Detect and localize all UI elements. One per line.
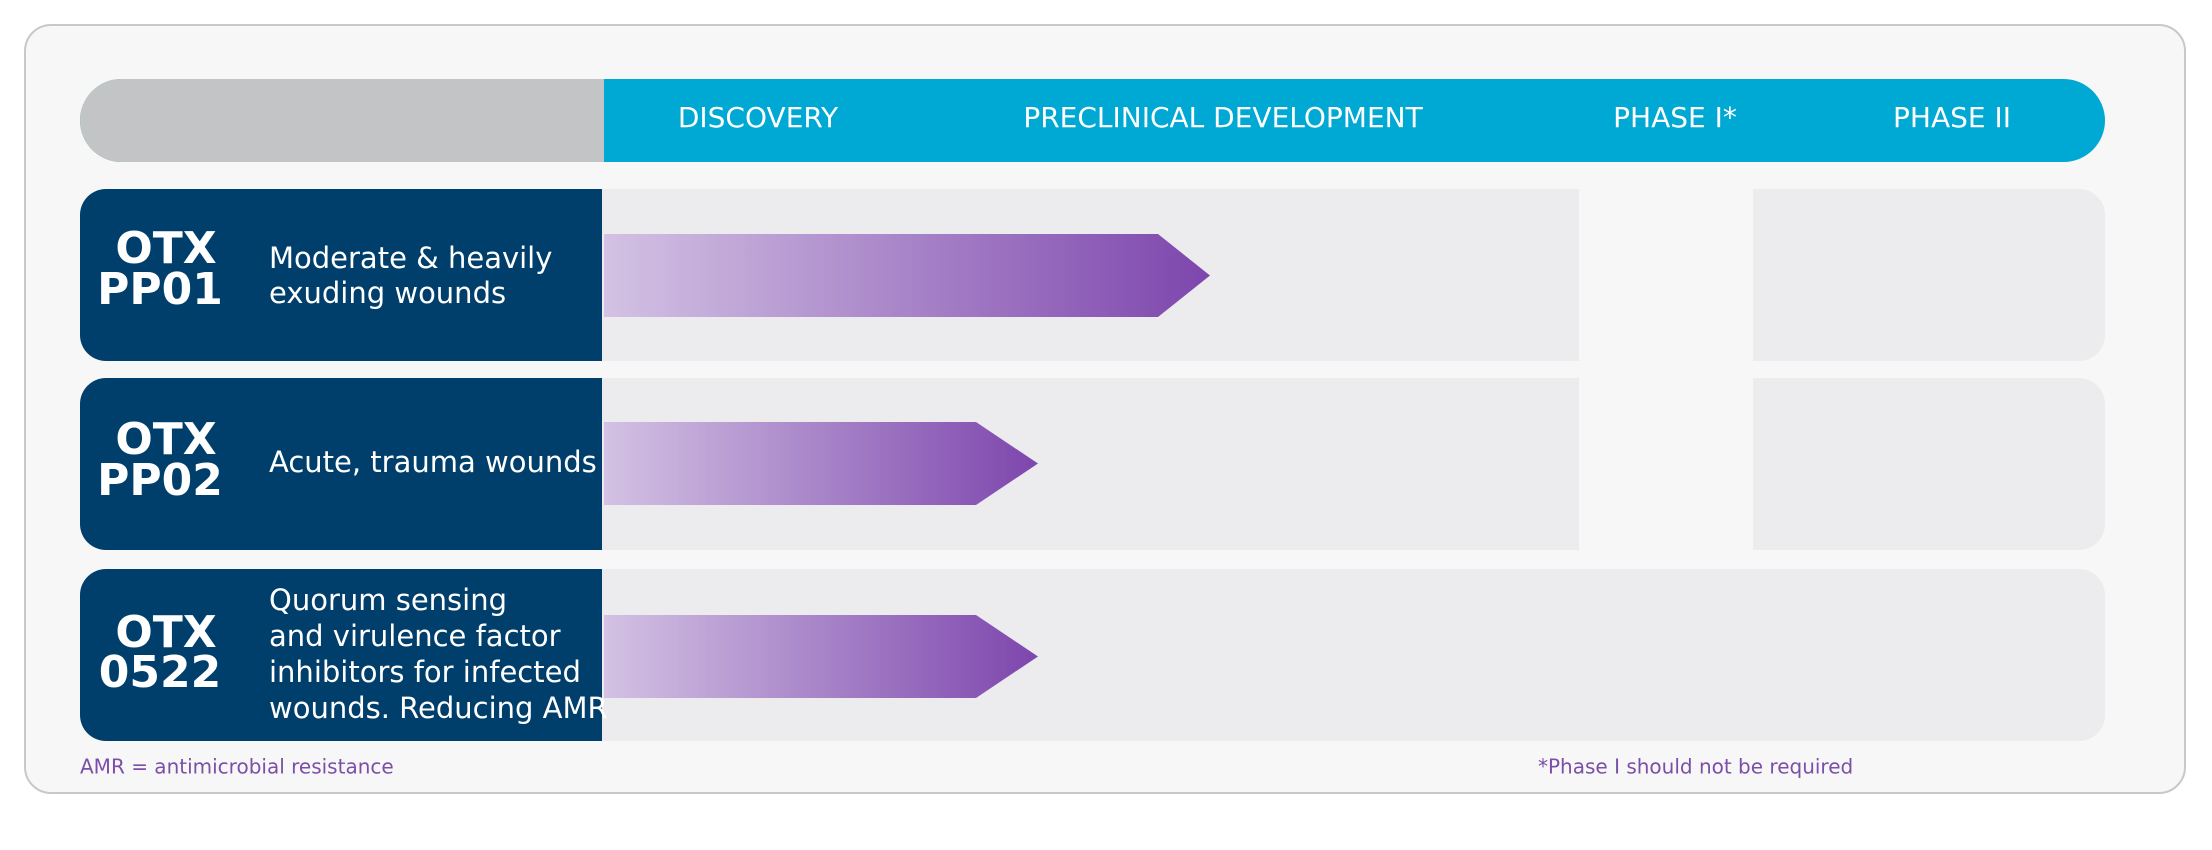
program-box (80, 189, 602, 361)
phase-gap (1579, 378, 1753, 550)
program-code: OTX (115, 414, 216, 465)
program-code: 0522 (99, 647, 221, 698)
program-row: OTX PP01 Moderate & heavily exuding woun… (80, 189, 2105, 361)
program-row: OTX PP02 Acute, trauma wounds (80, 378, 2105, 550)
progress-arrow (604, 234, 1210, 317)
program-description: Acute, trauma wounds (269, 445, 597, 479)
phase-label: DISCOVERY (678, 101, 839, 134)
program-description: Moderate & heavily (269, 241, 552, 275)
program-code: PP01 (97, 264, 223, 315)
program-description: exuding wounds (269, 276, 506, 310)
progress-arrow (604, 615, 1038, 698)
footnote: *Phase I should not be required (1538, 755, 1853, 779)
phase-gap (1579, 189, 1753, 361)
phase-label: PRECLINICAL DEVELOPMENT (1023, 101, 1423, 134)
phase-label: PHASE II (1893, 101, 2011, 134)
progress-arrow (604, 422, 1038, 505)
program-description: Quorum sensing (269, 583, 507, 617)
program-box (80, 378, 602, 550)
program-code: OTX (115, 223, 216, 274)
program-description: wounds. Reducing AMR (269, 691, 608, 725)
program-row: OTX 0522 Quorum sensing and virulence fa… (80, 569, 2105, 741)
footnote: AMR = antimicrobial resistance (80, 755, 394, 779)
program-code: OTX (115, 607, 216, 658)
program-description: and virulence factor (269, 619, 561, 653)
program-description: inhibitors for infected (269, 655, 581, 689)
phase-label: PHASE I* (1613, 101, 1737, 134)
program-code: PP02 (97, 455, 223, 506)
header-blank (80, 79, 604, 162)
program-box (80, 569, 602, 741)
